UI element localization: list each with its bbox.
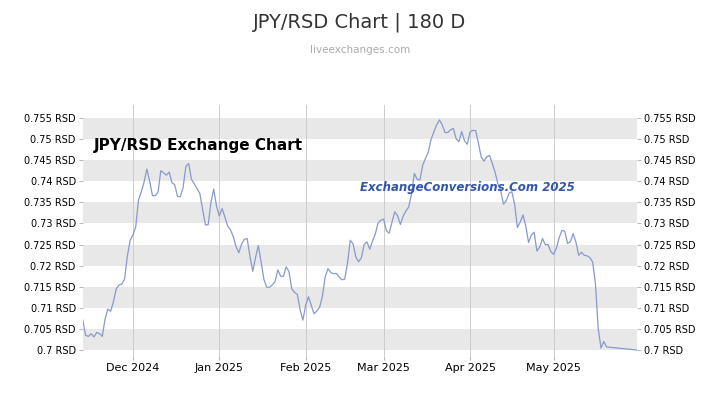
Text: JPY/RSD Chart | 180 D: JPY/RSD Chart | 180 D [253, 12, 467, 32]
Bar [83, 202, 637, 224]
Bar [83, 329, 637, 350]
Text: liveexchanges.com: liveexchanges.com [310, 45, 410, 55]
Text: JPY/RSD Exchange Chart: JPY/RSD Exchange Chart [94, 138, 303, 153]
Bar [83, 160, 637, 181]
Bar [83, 245, 637, 266]
Text: ExchangeConversions.Com 2025: ExchangeConversions.Com 2025 [360, 181, 575, 194]
Bar [83, 118, 637, 139]
Bar [83, 287, 637, 308]
